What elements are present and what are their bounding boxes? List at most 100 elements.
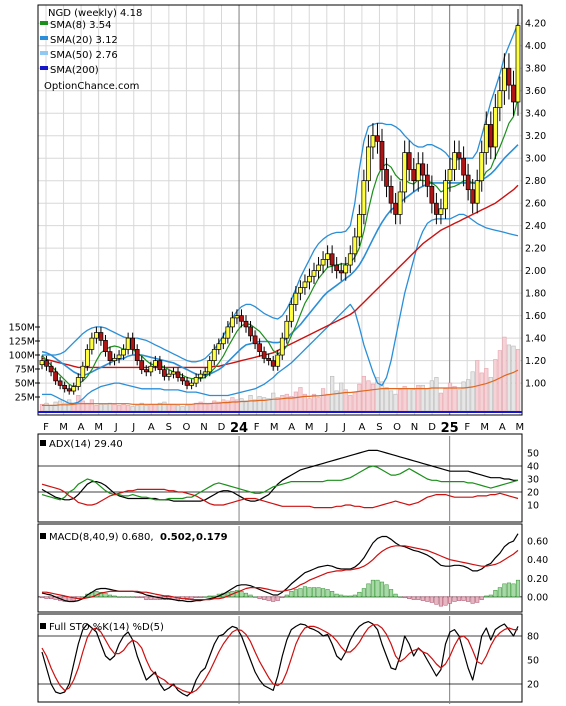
macd-histogram-bar bbox=[330, 591, 335, 598]
candle-body bbox=[483, 124, 489, 153]
volume-bar bbox=[85, 402, 90, 412]
candle-body bbox=[261, 351, 267, 359]
x-axis-month-label: M bbox=[94, 422, 103, 433]
macd-histogram-bar bbox=[407, 596, 412, 599]
candle-body bbox=[134, 349, 140, 361]
candle-body bbox=[89, 337, 95, 350]
volume-bar bbox=[171, 403, 176, 412]
macd-histogram-bar bbox=[339, 594, 344, 598]
macd-histogram-bar bbox=[493, 590, 498, 598]
candle-body bbox=[162, 369, 167, 377]
volume-bar bbox=[239, 398, 244, 412]
indicator-series-line bbox=[41, 624, 518, 694]
volume-bar bbox=[243, 400, 249, 412]
macd-histogram-bar bbox=[411, 596, 416, 600]
volume-bar bbox=[112, 403, 117, 412]
volume-y-tick-label: 150M bbox=[9, 323, 35, 334]
x-axis-month-label: M bbox=[270, 422, 279, 433]
volume-bar bbox=[116, 405, 122, 412]
macd-histogram-bar bbox=[225, 591, 230, 598]
macd-histogram-bar bbox=[348, 595, 353, 598]
chart-title: NGD (weekly) 4.18 bbox=[48, 8, 142, 19]
volume-bar bbox=[398, 389, 403, 412]
candle-body bbox=[461, 157, 466, 176]
volume-bar bbox=[493, 359, 498, 412]
volume-bar bbox=[470, 371, 475, 412]
candle-body bbox=[302, 281, 308, 288]
volume-bar bbox=[461, 381, 466, 412]
candle-body bbox=[356, 214, 362, 238]
macd-histogram-bar bbox=[361, 588, 366, 598]
candle-body bbox=[316, 264, 321, 272]
candle-body bbox=[397, 191, 403, 215]
watermark: OptionChance.com bbox=[44, 81, 139, 92]
volume-bar bbox=[248, 395, 253, 412]
macd-histogram-bar bbox=[416, 596, 421, 600]
candle-body bbox=[506, 67, 512, 86]
macd-histogram-bar bbox=[506, 582, 511, 598]
volume-bar bbox=[284, 393, 289, 412]
macd-histogram-bar bbox=[248, 594, 253, 598]
bollinger-upper-line bbox=[42, 22, 519, 363]
volume-bar bbox=[366, 380, 371, 412]
legend-label-sma200: SMA(200) bbox=[50, 65, 99, 76]
candle-body bbox=[252, 335, 258, 345]
macd-histogram-bar bbox=[139, 596, 144, 599]
volume-bar bbox=[144, 405, 149, 412]
candle-body bbox=[94, 332, 99, 339]
macd-histogram-bar bbox=[343, 595, 348, 598]
legend-label-sma8: SMA(8) 3.54 bbox=[50, 20, 111, 31]
macd-histogram-readout: 0.179 bbox=[196, 532, 228, 543]
x-axis-year-label: 25 bbox=[441, 421, 459, 436]
x-axis-month-label: A bbox=[358, 422, 365, 433]
macd-histogram-bar bbox=[198, 596, 203, 599]
price-y-axis: 4.20 4.00 3.80 3.60 3.40 3.20 3.00 2.80 2.60 2.40… bbox=[525, 19, 546, 390]
volume-bar bbox=[203, 402, 208, 412]
macd-histogram-bar bbox=[189, 596, 194, 599]
macd-histogram-bar bbox=[334, 593, 339, 598]
candle-body bbox=[107, 351, 113, 361]
macd-histogram-bar bbox=[44, 596, 49, 599]
volume-bar bbox=[393, 393, 398, 412]
candle-body bbox=[157, 360, 163, 370]
x-axis-month-label: M bbox=[59, 422, 68, 433]
candle-body bbox=[220, 337, 226, 345]
candle-body bbox=[225, 326, 231, 339]
volume-y-tick-label: 100M bbox=[9, 351, 35, 362]
volume-bar bbox=[184, 405, 190, 412]
macd-histogram-bar bbox=[325, 589, 330, 598]
volume-bar bbox=[425, 388, 430, 412]
macd-histogram-bar bbox=[443, 596, 448, 606]
indicator-y-tick-label: 0.00 bbox=[527, 592, 548, 603]
indicator-y-tick-label: 0.20 bbox=[527, 574, 548, 585]
volume-bar bbox=[339, 382, 344, 412]
candle-body bbox=[71, 386, 77, 392]
indicator-series-line bbox=[41, 620, 519, 697]
legend-swatch-sma20 bbox=[40, 36, 48, 40]
adx-panel: 50 40 30 20 10 ADX(14) 29.40 bbox=[37, 433, 539, 523]
volume-bar bbox=[497, 350, 502, 412]
candle-body bbox=[388, 185, 394, 204]
volume-bar bbox=[484, 368, 489, 412]
candle-body bbox=[288, 304, 294, 322]
volume-bar bbox=[438, 392, 444, 412]
volume-bar bbox=[126, 405, 131, 412]
candle-body bbox=[84, 349, 90, 367]
candle-body bbox=[66, 388, 72, 392]
volume-bar bbox=[230, 397, 235, 412]
x-axis-month-label: M bbox=[480, 422, 489, 433]
volume-bar bbox=[98, 403, 104, 412]
volume-bar bbox=[502, 336, 507, 412]
x-axis-month-label: O bbox=[393, 422, 401, 433]
candle-body bbox=[171, 371, 176, 375]
volume-y-tick-label: 125M bbox=[9, 337, 35, 348]
macd-histogram-bar bbox=[107, 594, 113, 598]
macd-histogram-bar bbox=[475, 596, 480, 603]
volume-bar bbox=[434, 377, 439, 412]
macd-histogram-bar bbox=[121, 596, 126, 598]
macd-histogram-bar bbox=[457, 596, 462, 601]
candle-body bbox=[103, 340, 108, 352]
candle-body bbox=[434, 202, 439, 215]
volume-bar bbox=[466, 379, 471, 412]
